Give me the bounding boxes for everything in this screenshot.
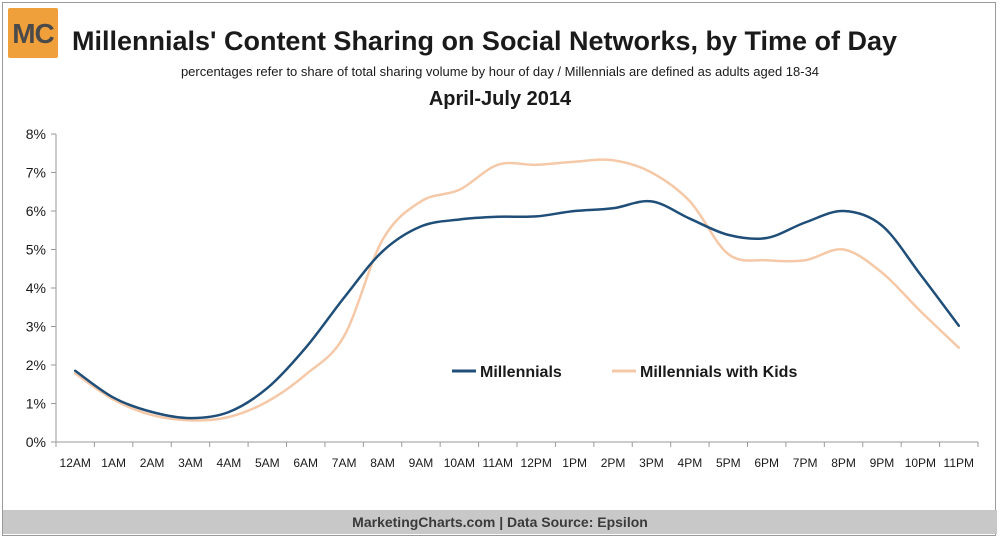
- x-tick-label: 2PM: [601, 456, 626, 470]
- x-tick-label: 12PM: [521, 456, 552, 470]
- x-tick-label: 6PM: [754, 456, 779, 470]
- legend-millennials-with-kids-label: Millennials with Kids: [640, 364, 797, 381]
- y-tick-label: 1%: [26, 396, 46, 412]
- x-tick-label: 11AM: [483, 456, 513, 470]
- y-tick-label: 7%: [26, 165, 46, 181]
- y-tick-label: 3%: [26, 319, 46, 335]
- x-tick-label: 4AM: [217, 456, 242, 470]
- marketingcharts-logo: MC: [8, 8, 58, 58]
- footer-bar: MarketingCharts.com | Data Source: Epsil…: [3, 510, 997, 534]
- x-tick-label: 3PM: [639, 456, 664, 470]
- x-tick-label: 9PM: [870, 456, 895, 470]
- x-tick-label: 10AM: [444, 456, 475, 470]
- x-tick-label: 11PM: [944, 456, 974, 470]
- x-tick-label: 8PM: [831, 456, 856, 470]
- x-tick-label: 1AM: [101, 456, 126, 470]
- footer-source: MarketingCharts.com | Data Source: Epsil…: [352, 514, 648, 530]
- x-tick-label: 5AM: [255, 456, 280, 470]
- chart-subtitle: percentages refer to share of total shar…: [180, 64, 820, 79]
- x-tick-label: 7PM: [793, 456, 818, 470]
- x-tick-label: 6AM: [293, 456, 318, 470]
- y-tick-label: 0%: [26, 434, 46, 450]
- x-tick-label: 10PM: [905, 456, 936, 470]
- x-tick-label: 2AM: [140, 456, 165, 470]
- y-tick-label: 4%: [26, 280, 46, 296]
- y-tick-label: 5%: [26, 242, 46, 258]
- x-tick-label: 12AM: [60, 456, 91, 470]
- y-tick-label: 8%: [26, 126, 46, 142]
- series-line-millennials-with-kids: [73, 158, 961, 422]
- y-tick-label: 6%: [26, 203, 46, 219]
- series-line-millennials: [73, 199, 961, 420]
- x-tick-label: 7AM: [332, 456, 357, 470]
- logo-text: MC: [12, 18, 55, 49]
- x-tick-label: 4PM: [678, 456, 703, 470]
- x-tick-label: 9AM: [409, 456, 434, 470]
- chart-title: Millennials' Content Sharing on Social N…: [72, 26, 898, 56]
- x-tick-label: 3AM: [178, 456, 203, 470]
- x-tick-label: 1PM: [562, 456, 587, 470]
- x-tick-label: 5PM: [716, 456, 741, 470]
- legend-millennials-label: Millennials: [480, 364, 562, 381]
- y-tick-label: 2%: [26, 357, 46, 373]
- chart-period: April-July 2014: [428, 88, 572, 110]
- x-tick-label: 8AM: [370, 456, 395, 470]
